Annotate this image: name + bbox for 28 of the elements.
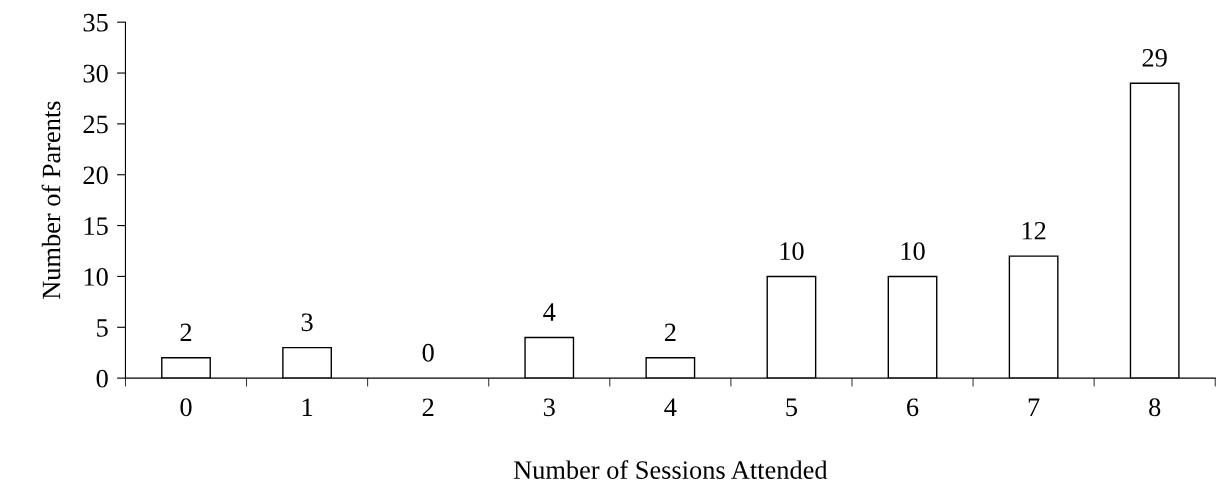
x-tick-label: 0 (180, 398, 192, 417)
x-tick-label: 6 (907, 398, 919, 417)
y-tick-label: 35 (83, 13, 108, 32)
y-tick-label: 20 (83, 166, 108, 185)
y-tick-label: 15 (84, 217, 108, 235)
x-tick-label: 5 (786, 398, 797, 417)
data-label: 0 (422, 343, 434, 362)
x-tick-label: 1 (302, 398, 313, 416)
x-tick-label: 4 (664, 398, 677, 416)
x-tick-label: 2 (422, 398, 434, 416)
data-label: 4 (543, 303, 556, 321)
x-tick-label: 3 (543, 398, 555, 417)
x-axis-title: Number of Sessions Attended (513, 460, 828, 479)
data-label: 10 (780, 242, 804, 260)
y-tick-label: 5 (97, 319, 108, 337)
data-label: 2 (180, 323, 192, 342)
y-tick-label: 30 (83, 64, 108, 83)
data-label: 10 (901, 242, 925, 260)
x-tick-label: 7 (1028, 398, 1040, 416)
data-label: 29 (1142, 49, 1167, 67)
y-axis-title: Number of Parents (41, 101, 61, 300)
y-tick-label: 25 (83, 115, 108, 134)
data-label: 2 (664, 323, 676, 342)
x-tick-label: 8 (1149, 398, 1161, 417)
data-label: 3 (301, 313, 313, 332)
y-tick-label: 10 (84, 268, 108, 286)
data-label: 12 (1022, 221, 1046, 240)
y-tick-label: 0 (96, 369, 108, 388)
